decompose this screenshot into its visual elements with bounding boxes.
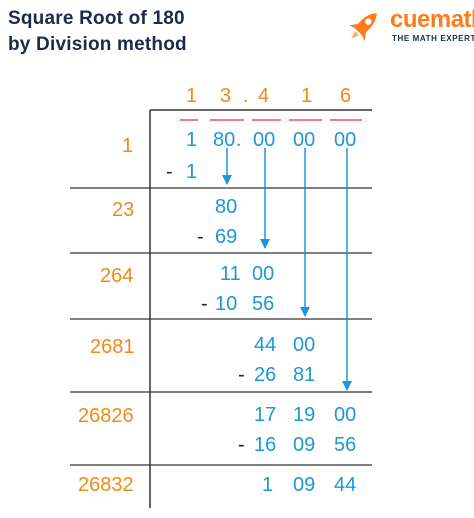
divisor: 2681 — [90, 336, 135, 358]
quotient-digit: 3 — [220, 85, 232, 107]
minus-sign: - — [238, 434, 245, 456]
logo-brand-text: cuemath — [390, 6, 474, 33]
minus-sign: - — [238, 364, 245, 386]
minus-sign: - — [197, 226, 204, 248]
title-line-1: Square Root of 180 — [8, 8, 185, 29]
subtrahend-group: 81 — [293, 364, 316, 386]
divisor: 26832 — [78, 474, 134, 496]
subtrahend: 69 — [215, 226, 238, 248]
quotient-digit: 6 — [340, 85, 352, 107]
dividend-group: 00 — [293, 129, 316, 151]
remainder-group: 00 — [252, 263, 275, 285]
subtrahend-group: 16 — [254, 434, 277, 456]
divisor: 26826 — [78, 405, 134, 427]
quotient-decimal-point: . — [243, 85, 249, 107]
dividend-group: 80 — [213, 129, 236, 151]
subtrahend-group: 26 — [254, 364, 277, 386]
subtrahend-group: 10 — [215, 293, 238, 315]
final-remainder-group: 1 — [262, 474, 274, 496]
subtrahend-group: 09 — [293, 434, 316, 456]
remainder-group: 11 — [220, 263, 241, 285]
remainder-group: 17 — [254, 404, 277, 426]
remainder: 80 — [215, 196, 238, 218]
final-remainder-group: 44 — [334, 474, 357, 496]
subtrahend-group: 56 — [252, 293, 275, 315]
quotient-digit: 4 — [258, 85, 270, 107]
remainder-group: 44 — [254, 334, 277, 356]
divisor: 264 — [100, 265, 134, 287]
dividend-group: 00 — [253, 129, 276, 151]
minus-sign: - — [166, 161, 173, 183]
remainder-group: 00 — [293, 334, 316, 356]
minus-sign: - — [201, 293, 208, 315]
divisor: 1 — [122, 135, 134, 157]
subtrahend: 1 — [186, 161, 198, 183]
quotient-digit: 1 — [301, 85, 313, 107]
logo-tagline: THE MATH EXPERT — [392, 34, 474, 43]
cuemath-logo: cuemath THE MATH EXPERT — [340, 4, 474, 48]
remainder-group: 00 — [334, 404, 357, 426]
divisor: 23 — [112, 199, 135, 221]
dividend-group: 00 — [334, 129, 357, 151]
remainder-group: 19 — [293, 404, 316, 426]
title-line-2: by Division method — [8, 34, 187, 55]
subtrahend-group: 56 — [334, 434, 357, 456]
dividend-group: 1 — [186, 129, 198, 151]
dividend-decimal-point: . — [236, 129, 242, 151]
rocket-icon — [349, 13, 377, 41]
quotient-digit: 1 — [186, 85, 198, 107]
final-remainder-group: 09 — [293, 474, 316, 496]
